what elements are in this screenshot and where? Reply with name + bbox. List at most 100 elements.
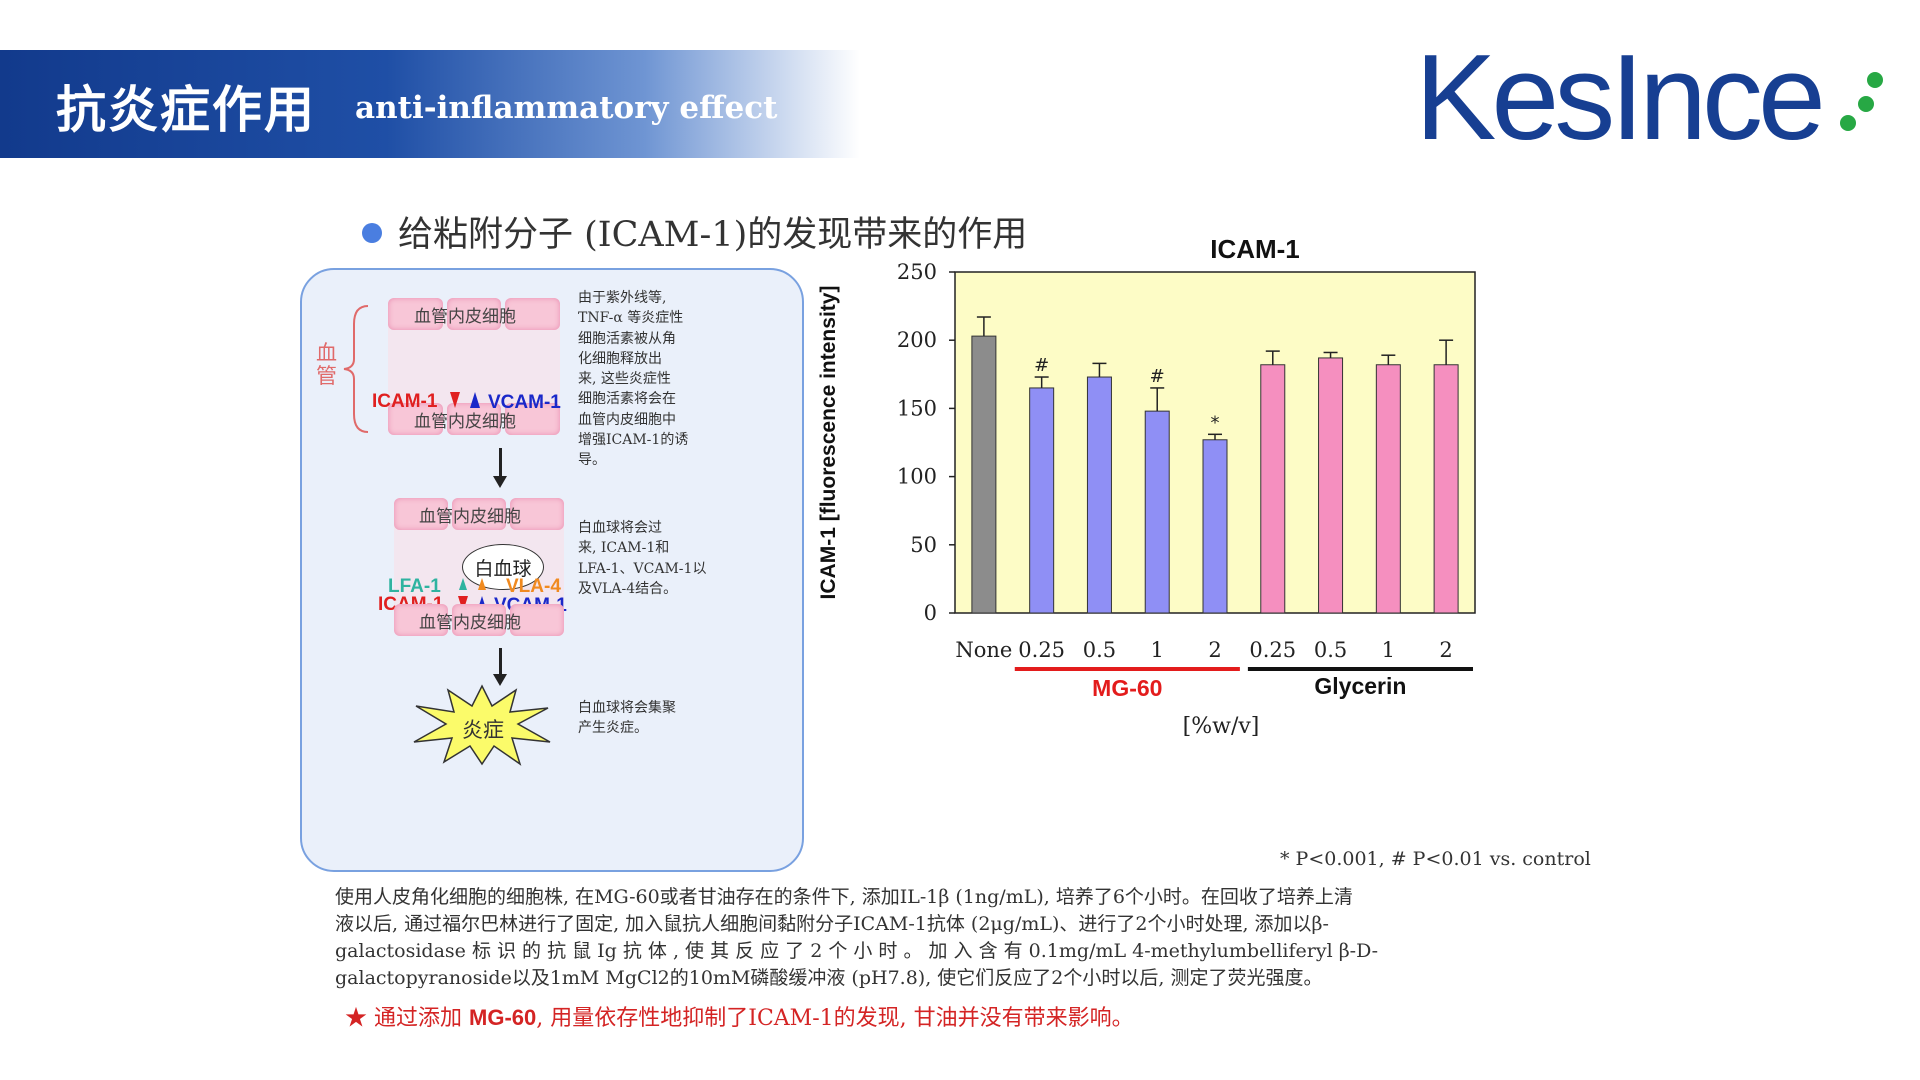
endothelial-cells-top: [388, 298, 561, 330]
endothelial-cell: [510, 498, 564, 530]
vessel-label: 血 管: [316, 341, 337, 389]
endothelial-cell: [388, 403, 443, 435]
cell-label: 血管内皮细胞: [414, 307, 516, 327]
content-panel: 给粘附分子 (ICAM-1)的发现带来的作用 血管内皮细胞 血管内皮细胞 血 管…: [270, 192, 1670, 1044]
star-icon: ★: [345, 1006, 368, 1031]
vessel-brace-icon: [343, 305, 369, 433]
group-label-glycerin: Glycerin: [1314, 673, 1406, 699]
page-subtitle: anti-inflammatory effect: [355, 90, 778, 126]
stage1-note: 由于紫外线等, TNF-α 等炎症性 细胞活素被从角 化细胞释放出 来, 这些炎…: [578, 288, 723, 471]
conclusion-text: , 用量依存性地抑制了ICAM-1的发现, 甘油并没有带来影响。: [536, 1006, 1134, 1031]
description-line: 液以后, 通过福尔巴林进行了固定, 加入鼠抗人细胞间黏附分子ICAM-1抗体 (…: [335, 913, 1329, 936]
bar: [1086, 376, 1112, 614]
conclusion-highlight: MG-60: [469, 1005, 537, 1030]
x-tick-label: 0.25: [1018, 638, 1065, 662]
note-line: 白血球将会过: [578, 520, 662, 536]
bar: [1433, 364, 1459, 614]
bar: [971, 335, 997, 614]
significance-mark: *: [1211, 412, 1220, 433]
endothelial-cells-bottom: [394, 604, 564, 636]
note-line: 由于紫外线等,: [578, 290, 667, 306]
significance-mark: #: [1150, 366, 1165, 387]
endothelial-cell: [394, 498, 448, 530]
x-tick-label: 0.5: [1314, 638, 1347, 662]
y-tick-label: 150: [897, 396, 937, 420]
note-line: 导。: [578, 452, 606, 469]
x-tick-label: 0.5: [1083, 638, 1116, 662]
inflammation-burst-icon: [413, 684, 551, 766]
brand-logo: KesInce: [1415, 29, 1826, 165]
endothelial-cell: [452, 604, 506, 636]
note-line: 来, ICAM-1和: [578, 540, 670, 557]
bar: [1144, 410, 1170, 614]
endothelial-cells-top: [394, 498, 564, 530]
description-line: galactopyranoside以及1mM MgCl2的10mM磷酸缓冲液 (…: [335, 967, 1323, 990]
note-line: 细胞活素将会在: [578, 391, 676, 408]
flow-arrow-icon: [493, 448, 507, 488]
chart-title: ICAM-1: [1210, 234, 1300, 264]
endothelial-cell: [446, 403, 502, 435]
group-label-mg60: MG-60: [1092, 675, 1162, 701]
leukocyte: 白血球: [462, 544, 544, 590]
icam-label: ICAM-1: [372, 391, 438, 412]
section-heading-text: 给粘附分子 (ICAM-1)的发现带来的作用: [398, 215, 1028, 255]
note-line: 细胞活素被从角: [578, 330, 676, 347]
note-line: 来, 这些炎症性: [578, 371, 671, 388]
y-tick-label: 0: [924, 601, 937, 625]
vcam-label: VCAM-1: [488, 392, 561, 413]
y-tick-label: 250: [897, 260, 937, 284]
significance-mark: #: [1034, 355, 1049, 376]
endothelial-cell: [446, 298, 502, 330]
x-tick-label: 1: [1151, 638, 1164, 662]
note-line: LFA-1、VCAM-1以: [578, 560, 707, 577]
cell-label: 血管内皮细胞: [414, 412, 516, 432]
receptor-arrows-icon: [450, 392, 480, 408]
cell-label: 血管内皮细胞: [419, 507, 521, 527]
endothelial-cell: [388, 298, 443, 330]
vla-label: VLA-4: [506, 576, 561, 597]
note-line: 及VLA-4结合。: [578, 580, 678, 597]
description-line: galactosidase 标 识 的 抗 鼠 Ig 抗 体 , 使 其 反 应…: [335, 940, 1379, 963]
stage3-note: 白血球将会集聚 产生炎症。: [578, 698, 723, 739]
endothelial-cells-bottom: [388, 403, 561, 435]
method-description: 使用人皮角化细胞的细胞株, 在MG-60或者甘油存在的条件下, 添加IL-1β …: [335, 884, 1625, 993]
icam-bar-chart: ICAM-1 0 50 100 150 200 250 ICAM-1 [fluorescenc…: [817, 234, 1476, 739]
conclusion: ★ 通过添加 MG-60, 用量依存性地抑制了ICAM-1的发现, 甘油并没有带…: [345, 1000, 1134, 1032]
lfa-label: LFA-1: [388, 576, 441, 597]
mechanism-diagram: 血管内皮细胞 血管内皮细胞 血 管 ICAM-1 VCAM-1 由于紫外线等, …: [300, 268, 804, 872]
conclusion-text: 通过添加: [374, 1006, 463, 1031]
bullet-icon: [362, 222, 382, 243]
endothelial-cell: [505, 298, 561, 330]
bar: [1375, 364, 1401, 614]
note-line: 增强ICAM-1的诱: [578, 432, 689, 449]
x-tick-label: 2: [1439, 638, 1452, 662]
bar: [1260, 364, 1286, 614]
cell-label: 血管内皮细胞: [419, 613, 521, 633]
header-banner: [0, 50, 860, 158]
bar: [1029, 387, 1055, 614]
bar: [1202, 439, 1228, 614]
page-title: 抗炎症作用: [56, 81, 316, 139]
note-line: 白血球将会集聚: [578, 700, 676, 716]
y-tick-label: 200: [897, 328, 937, 352]
x-tick-label: 0.25: [1249, 638, 1296, 662]
x-tick-label: None: [955, 638, 1012, 662]
description-line: 使用人皮角化细胞的细胞株, 在MG-60或者甘油存在的条件下, 添加IL-1β …: [335, 886, 1353, 908]
note-line: TNF-α 等炎症性: [578, 310, 684, 327]
flow-arrow-icon: [493, 648, 507, 686]
section-heading: 给粘附分子 (ICAM-1)的发现带来的作用: [362, 206, 1027, 257]
stage2-note: 白血球将会过 来, ICAM-1和 LFA-1、VCAM-1以 及VLA-4结合…: [578, 518, 723, 599]
endothelial-cell: [510, 604, 564, 636]
bar: [1318, 357, 1344, 614]
endothelial-cell: [394, 604, 448, 636]
inflammation-label: 炎症: [462, 718, 504, 742]
y-axis-label: ICAM-1 [fluorescence intensity]: [817, 286, 840, 600]
y-tick-label: 50: [910, 533, 937, 557]
x-tick-label: 1: [1382, 638, 1395, 662]
x-axis-label: [%w/v]: [1183, 714, 1260, 739]
note-line: 化细胞释放出: [578, 350, 662, 367]
endothelial-cell: [505, 403, 561, 435]
endothelial-cell: [452, 498, 506, 530]
note-line: 产生炎症。: [578, 720, 648, 737]
note-line: 血管内皮细胞中: [578, 411, 676, 428]
